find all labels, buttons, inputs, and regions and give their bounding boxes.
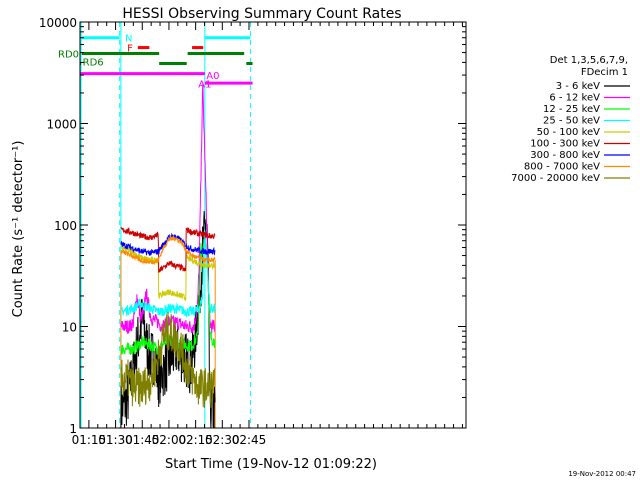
y-tick-label: 1000 [46, 118, 77, 132]
series-line-300-800-kev [120, 232, 216, 256]
x-axis-label: Start Time (19-Nov-12 01:09:22) [165, 457, 377, 472]
x-tick-label: 01:15 [72, 433, 107, 447]
legend-label: 800 - 7000 keV [524, 162, 600, 173]
series-line-25-50-kev [120, 230, 216, 318]
reference-label-rd0: RD0 [58, 49, 79, 60]
legend-label: 100 - 300 keV [530, 139, 600, 150]
series-group: NF [80, 22, 253, 428]
legend-header: FDecim 1 [581, 67, 628, 78]
y-tick-label: 10000 [39, 16, 77, 30]
chart-title: HESSI Observing Summary Count Rates [122, 6, 401, 22]
legend-header: Det 1,3,5,6,7,9, [550, 55, 628, 66]
legend-label: 300 - 800 keV [530, 150, 600, 161]
x-tick-label: 02:00 [152, 433, 187, 447]
y-tick-label: 10 [62, 321, 77, 335]
legend-label: 3 - 6 keV [556, 81, 600, 92]
plot-timestamp: 19-Nov-2012 00:47 [568, 470, 636, 478]
legend-label: 6 - 12 keV [549, 93, 600, 104]
plot-area: NFRD0RD6A1A001:1501:3001:4502:0002:1502:… [39, 16, 467, 447]
y-axis-label: Count Rate (s⁻¹ detector⁻¹) [11, 141, 26, 318]
y-tick-label: 1 [69, 422, 77, 436]
reference-label-rd6: RD6 [83, 58, 104, 69]
series-line-100-300-kev [120, 226, 216, 273]
legend-label: 25 - 50 keV [543, 116, 600, 127]
x-tick-label: 01:45 [125, 433, 160, 447]
legend-label: 7000 - 20000 keV [511, 173, 600, 184]
reference-label-a0: A0 [206, 71, 219, 82]
series-line-7000-20000-kev [120, 312, 216, 408]
y-tick-label: 100 [54, 219, 77, 233]
legend-label: 12 - 25 keV [543, 104, 600, 115]
x-tick-label: 02:30 [205, 433, 240, 447]
flag-label-n: N [125, 34, 132, 45]
x-tick-label: 02:15 [178, 433, 213, 447]
reference-label-a1: A1 [198, 80, 211, 91]
x-tick-label: 01:30 [98, 433, 133, 447]
x-tick-label: 02:45 [232, 433, 267, 447]
legend-label: 50 - 100 keV [537, 127, 601, 138]
flag-label-f: F [127, 44, 133, 55]
series-line-800-7000-kev [120, 235, 216, 266]
